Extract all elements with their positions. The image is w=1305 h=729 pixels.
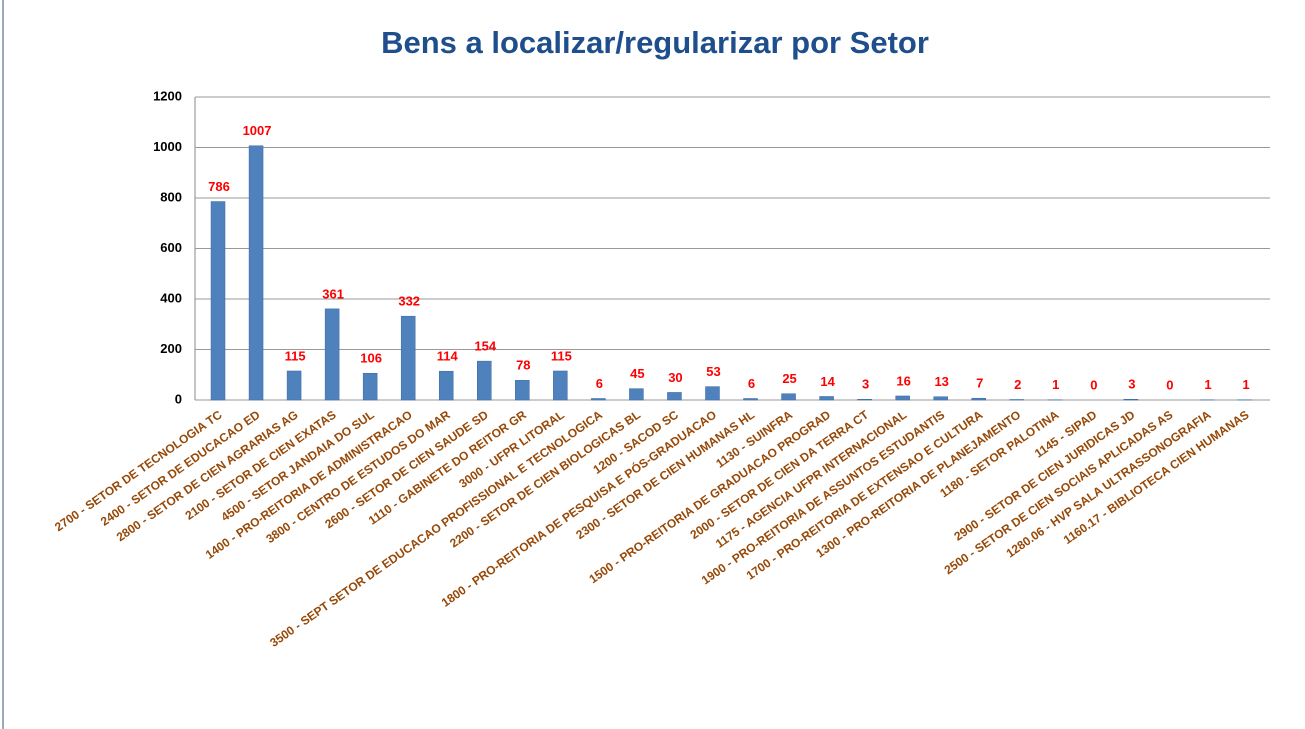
bar	[515, 380, 529, 400]
value-label: 78	[516, 358, 530, 373]
y-tick-label: 1200	[153, 88, 182, 103]
value-label: 30	[668, 370, 682, 385]
bar	[477, 361, 491, 400]
bar	[896, 396, 910, 400]
y-tick-label: 1000	[153, 139, 182, 154]
value-label: 45	[630, 366, 644, 381]
value-label: 115	[551, 348, 572, 363]
value-label: 114	[437, 349, 459, 364]
value-label: 0	[1090, 377, 1097, 392]
chart: Bens a localizar/regularizar por Setor 0…	[0, 0, 1305, 729]
value-label: 25	[782, 371, 796, 386]
bar	[249, 146, 263, 400]
bar	[401, 316, 415, 400]
bar	[591, 398, 605, 400]
bar	[667, 392, 681, 400]
value-label: 14	[820, 374, 835, 389]
bar	[553, 371, 567, 400]
bar	[820, 396, 834, 400]
value-label: 6	[748, 376, 755, 391]
value-label: 13	[934, 374, 948, 389]
bar	[934, 397, 948, 400]
value-label: 3	[862, 377, 869, 392]
bar	[439, 371, 453, 400]
value-label: 1	[1242, 377, 1249, 392]
bar	[972, 398, 986, 400]
value-label: 115	[285, 348, 306, 363]
value-label: 154	[474, 339, 496, 354]
bar	[363, 373, 377, 400]
value-label: 2	[1014, 377, 1021, 392]
value-label: 1007	[243, 123, 272, 138]
bar	[1124, 399, 1138, 400]
value-label: 106	[360, 351, 382, 366]
bar	[744, 398, 758, 400]
bar	[629, 389, 643, 400]
bar	[858, 399, 872, 400]
chart-title: Bens a localizar/regularizar por Setor	[381, 25, 929, 60]
y-tick-label: 800	[160, 189, 182, 204]
bar	[211, 202, 225, 400]
value-label: 6	[596, 376, 603, 391]
value-label: 7	[976, 376, 983, 391]
value-label: 361	[322, 286, 344, 301]
bar	[1010, 399, 1024, 400]
bar	[287, 371, 301, 400]
value-label: 0	[1166, 377, 1173, 392]
page: Bens a localizar/regularizar por Setor 0…	[0, 0, 1305, 729]
value-label: 53	[706, 364, 720, 379]
bar	[325, 309, 339, 400]
bar	[705, 387, 719, 400]
value-label: 786	[208, 179, 230, 194]
y-tick-label: 400	[160, 290, 182, 305]
y-tick-label: 600	[160, 240, 182, 255]
value-label: 332	[398, 294, 420, 309]
value-label: 1	[1204, 377, 1211, 392]
bar	[782, 394, 796, 400]
value-label: 3	[1128, 377, 1135, 392]
value-label: 16	[896, 373, 910, 388]
value-label: 1	[1052, 377, 1059, 392]
y-tick-label: 200	[160, 341, 182, 356]
y-tick-label: 0	[175, 391, 182, 406]
